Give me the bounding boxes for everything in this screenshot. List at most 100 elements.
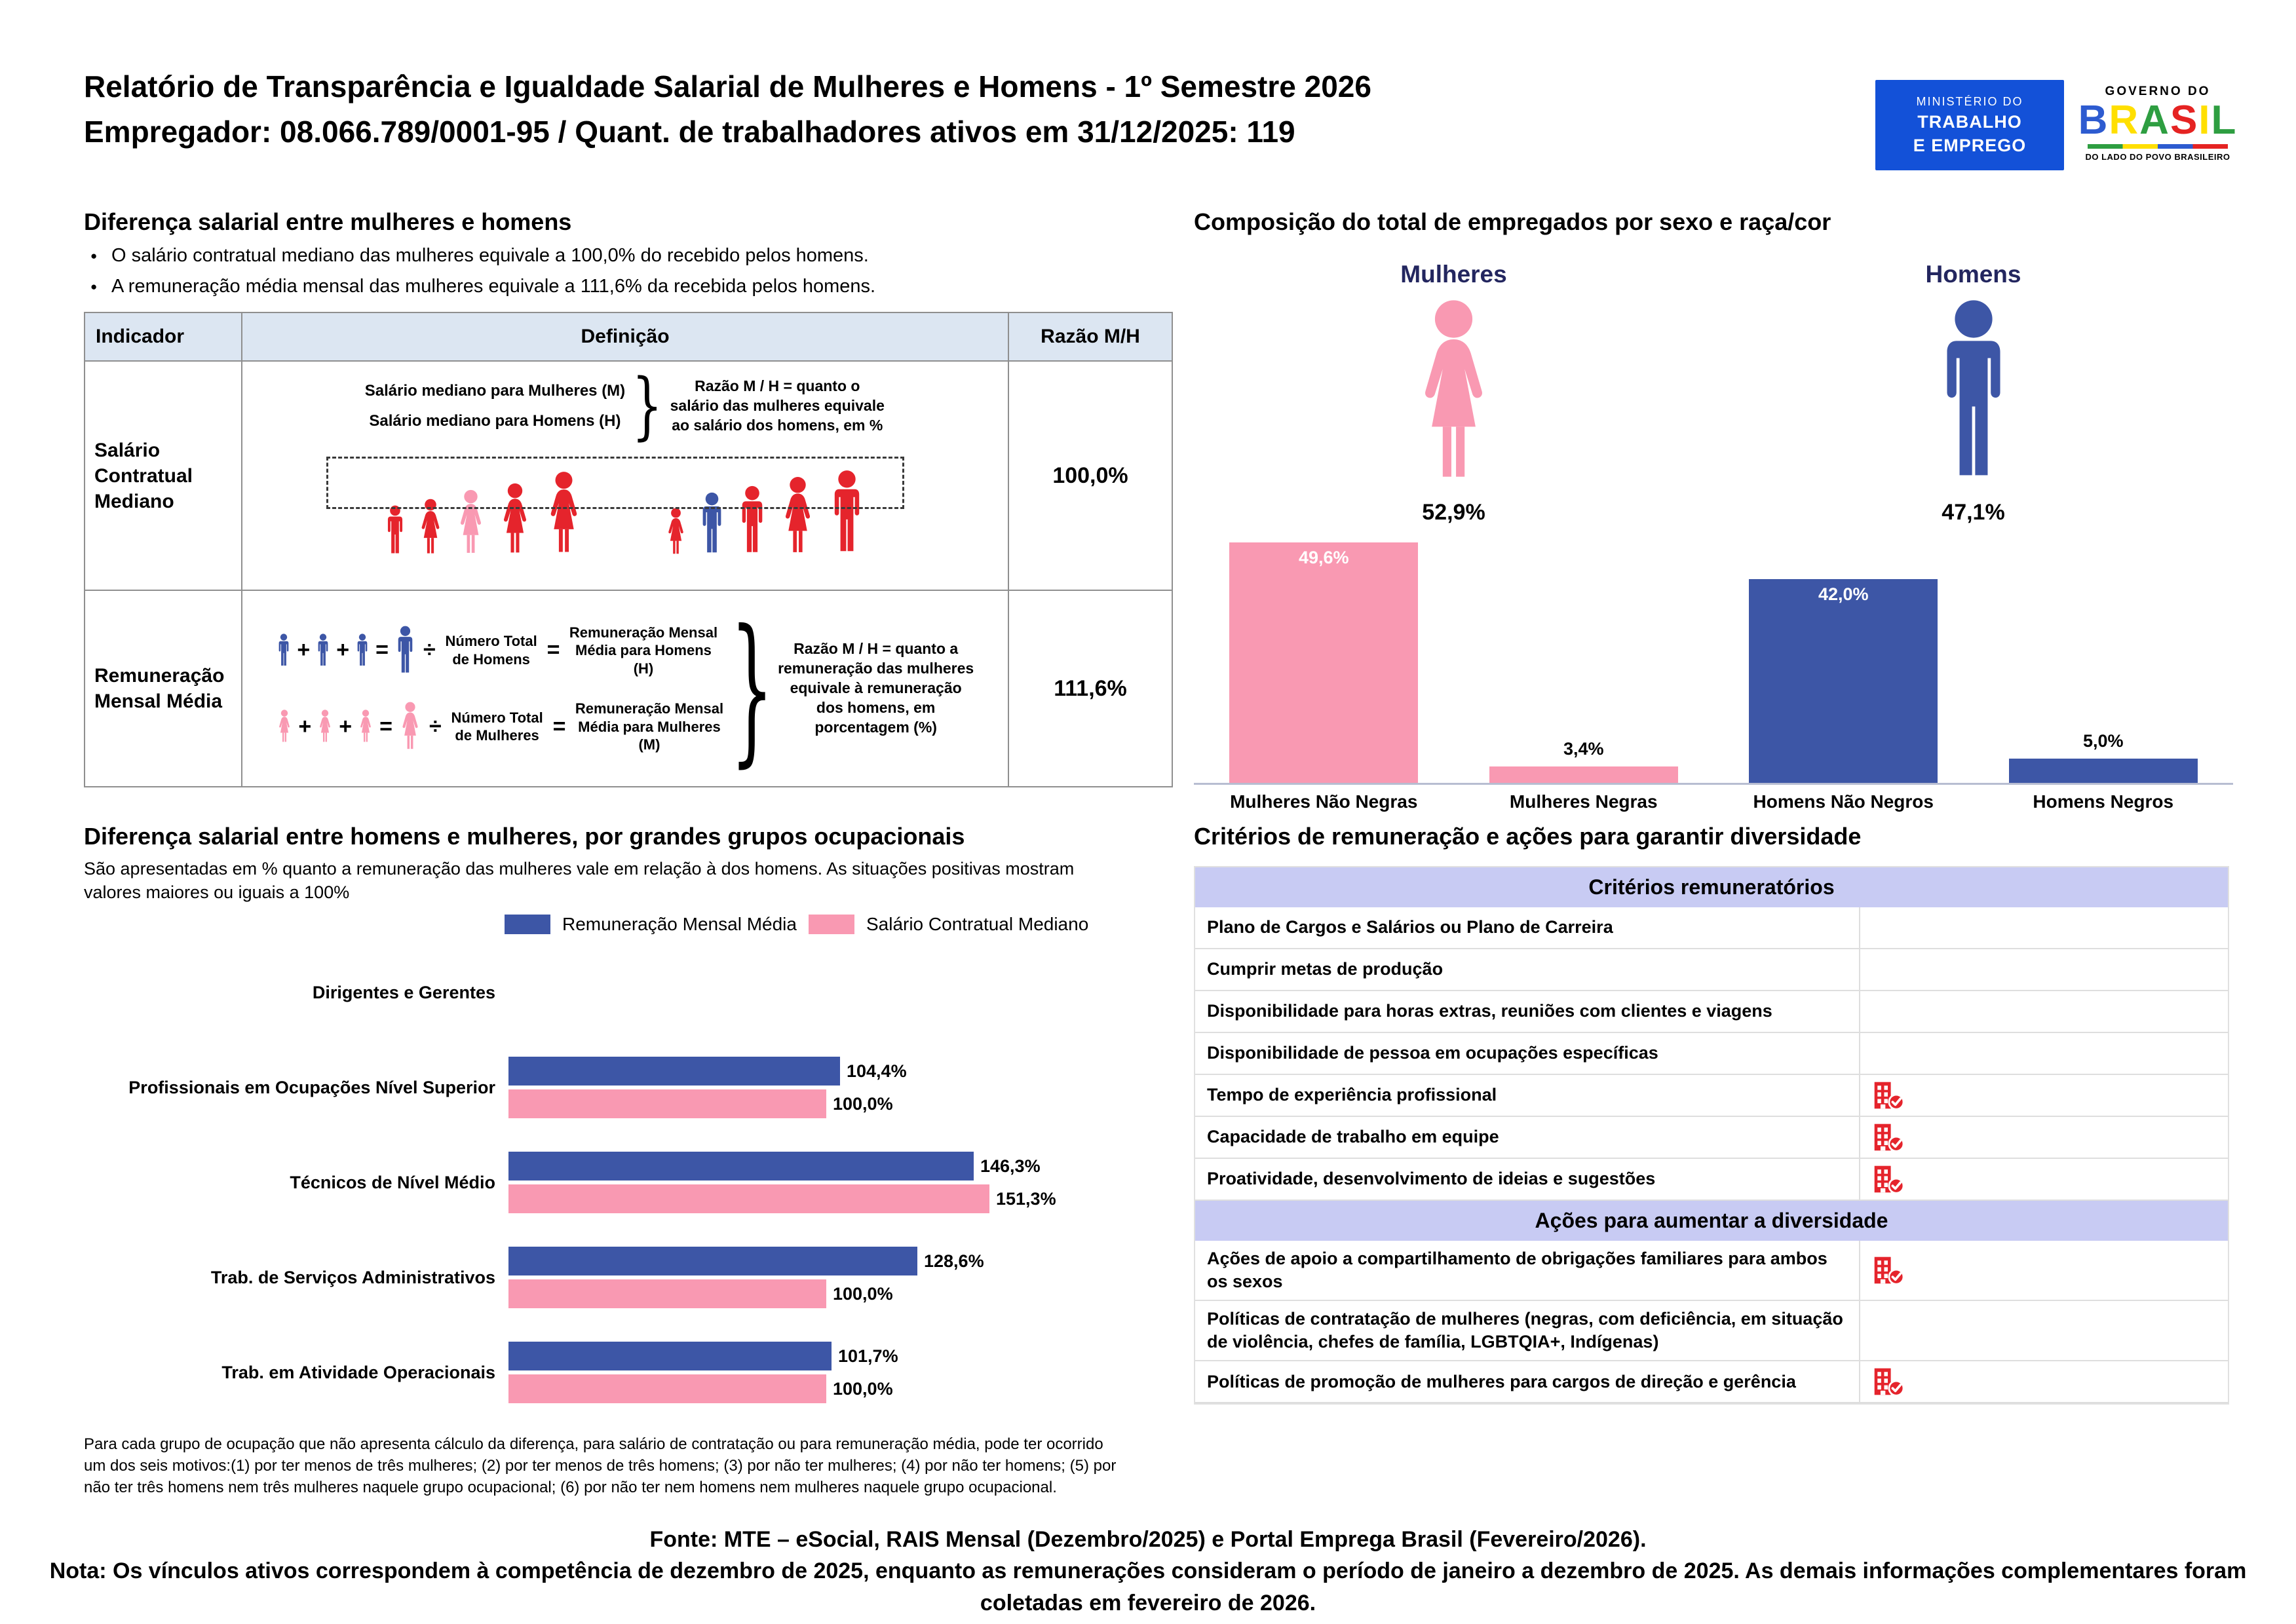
occupational-subtitle: São apresentadas em % quanto a remuneraç… (84, 859, 1075, 903)
remuneration-criterion-check-cell (1860, 1033, 2228, 1074)
remuneration-criterion-label: Capacidade de trabalho em equipe (1195, 1117, 1860, 1158)
man-figure-icon (357, 633, 368, 666)
woman-figure-icon (1407, 299, 1501, 489)
women-label: Mulheres (1400, 261, 1507, 288)
men-total-label: Número Total de Homens (445, 633, 537, 668)
remuneration-criterion-check-cell (1860, 1159, 2228, 1199)
diversity-action-row: Políticas de promoção de mulheres para c… (1195, 1361, 2228, 1404)
men-label: Homens (1925, 261, 2021, 288)
man-figure-icon (387, 505, 403, 554)
salary-gap-bullets: O salário contratual mediano das mulhere… (88, 245, 1173, 297)
man-figure-icon (318, 633, 328, 666)
median-women-label: Salário mediano para Mulheres (M) (364, 382, 626, 400)
remuneration-criteria-rows: Plano de Cargos e Salários ou Plano de C… (1195, 907, 2228, 1201)
composition-bar-column: 42,0% (1713, 579, 1974, 783)
women-figure-block: Mulheres 52,9% (1194, 261, 1713, 525)
occupational-bar-line: 146,3% (508, 1152, 1162, 1181)
composition-bar-column: 3,4% (1454, 739, 1714, 783)
mte-logo-line2: TRABALHO (1917, 111, 2022, 132)
legend-avg-remuneration: Remuneração Mensal Média (562, 913, 797, 934)
company-check-icon (1874, 1165, 1905, 1194)
bar-value-label: 100,0% (833, 1283, 893, 1304)
occupational-group-bars: 104,4% 100,0% (508, 1057, 1162, 1119)
remuneration-criterion-row: Cumprir metas de produção (1195, 949, 2228, 991)
man-figure-icon (398, 626, 413, 673)
remuneration-criterion-check-cell (1860, 1117, 2228, 1158)
salary-gap-section: Diferença salarial entre mulheres e home… (84, 208, 1173, 787)
salary-gap-bullet: O salário contratual mediano das mulhere… (88, 245, 1173, 267)
median-ratio-note: Razão M / H = quanto o salário das mulhe… (670, 377, 885, 434)
women-average-formula: + + = ÷ Número Total de Mulheres = Remuner… (276, 700, 726, 754)
bar-value-label: 101,7% (838, 1346, 898, 1366)
avg-ratio-note: Razão M / H = quanto a remuneração das m… (778, 640, 974, 736)
bar-value-label: 5,0% (2082, 731, 2124, 751)
bar-value-label: 3,4% (1563, 739, 1604, 759)
remuneration-criterion-row: Capacidade de trabalho em equipe (1195, 1117, 2228, 1159)
bar-value-label: 146,3% (980, 1156, 1041, 1176)
occupational-group-row: Dirigentes e Gerentes (84, 945, 1162, 1040)
bar-value-label: 104,4% (847, 1061, 907, 1081)
men-avg-label: Remuneração Mensal Média para Homens (H) (569, 624, 718, 677)
remuneration-criterion-row: Disponibilidade de pessoa em ocupações e… (1195, 1033, 2228, 1075)
occupational-heading: Diferença salarial entre homens e mulher… (84, 823, 965, 850)
diversity-action-label: Políticas de promoção de mulheres para c… (1195, 1361, 1860, 1403)
median-ratio-value: 100,0% (1009, 362, 1173, 591)
brasil-stripes-icon (2088, 144, 2228, 149)
bar-value-label: 49,6% (1298, 548, 1349, 567)
occupational-group-label: Trab. em Atividade Operacionais (221, 1362, 495, 1382)
woman-figure-icon (460, 490, 482, 554)
man-figure-icon (834, 470, 860, 552)
bar-value-label: 100,0% (833, 1378, 893, 1399)
occupational-bar-line: 128,6% (508, 1247, 1162, 1276)
bar-value-label: 100,0% (833, 1093, 893, 1114)
company-check-icon (1874, 1124, 1905, 1152)
median-salary-definition: Salário mediano para Mulheres (M) Salári… (242, 362, 1009, 591)
remuneration-criterion-check-cell (1860, 1075, 2228, 1116)
mte-logo: MINISTÉRIO DO TRABALHO E EMPREGO (1875, 80, 2064, 170)
brasil-letter: R (2109, 97, 2140, 143)
report-title: Relatório de Transparência e Igualdade S… (84, 69, 1371, 104)
legend-swatch-blue (505, 914, 550, 934)
man-figure-icon (1946, 300, 2000, 476)
brace-icon: } (730, 594, 774, 783)
remuneration-criterion-row: Proatividade, desenvolvimento de ideias … (1195, 1159, 2228, 1201)
occupational-group-label: Trab. de Serviços Administrativos (210, 1267, 495, 1287)
diversity-action-label: Políticas de contratação de mulheres (ne… (1195, 1301, 1860, 1361)
remuneration-criterion-label: Plano de Cargos e Salários ou Plano de C… (1195, 907, 1860, 948)
bar-category-label: Homens Negros (2033, 791, 2174, 812)
men-sum-icons: + + = (276, 626, 417, 675)
occupational-group-label: Técnicos de Nível Médio (290, 1172, 495, 1192)
median-salary-bar (508, 1374, 826, 1404)
col-header-definicao: Definição (242, 313, 1009, 362)
women-total-label: Número Total de Mulheres (451, 709, 543, 744)
occupational-bar-line: 101,7% (508, 1342, 1162, 1371)
avg-ratio-value: 111,6% (1009, 591, 1173, 787)
bar-category-label: Homens Não Negros (1753, 791, 1934, 812)
brasil-letter: I (2198, 97, 2211, 143)
diversity-action-row: Ações de apoio a compartilhamento de obr… (1195, 1241, 2228, 1302)
salary-gap-heading: Diferença salarial entre mulheres e home… (84, 208, 572, 235)
brasil-letter: B (2078, 97, 2109, 143)
brasil-letter: A (2139, 97, 2170, 143)
divide-operator: ÷ (423, 637, 436, 663)
occupational-group-bars: 101,7% 100,0% (508, 1342, 1162, 1404)
governo-brasil-logo: GOVERNO DO BRASIL DO LADO DO POVO BRASIL… (2076, 76, 2240, 170)
women-percentage: 52,9% (1422, 500, 1485, 525)
gov-logo-tagline: DO LADO DO POVO BRASILEIRO (2085, 152, 2230, 162)
composition-section: Composição do total de empregados por se… (1194, 208, 2233, 812)
report-subtitle: Empregador: 08.066.789/0001-95 / Quant. … (84, 115, 1295, 149)
occupational-group-row: Técnicos de Nível Médio 146,3% 151,3% (84, 1135, 1162, 1230)
bar-value-label: 128,6% (924, 1251, 984, 1271)
composition-bar-column: 5,0% (1974, 731, 2234, 783)
median-illustration (248, 446, 1003, 556)
col-header-razao: Razão M/H (1009, 313, 1173, 362)
legend-median-salary: Salário Contratual Mediano (866, 913, 1089, 934)
avg-remuneration-bar (508, 1342, 832, 1371)
woman-figure-icon (320, 709, 331, 742)
composition-bar: 42,0% (1749, 579, 1938, 783)
report-footer: Fonte: MTE – eSocial, RAIS Mensal (Dezem… (0, 1524, 2296, 1619)
composition-bar-column: 49,6% (1194, 542, 1454, 783)
composition-chart-categories: Mulheres Não Negras Mulheres Negras Homens… (1194, 791, 2233, 812)
gov-logo-top: GOVERNO DO (2105, 84, 2211, 98)
indicator-median-salary: Salário Contratual Mediano (85, 362, 242, 591)
